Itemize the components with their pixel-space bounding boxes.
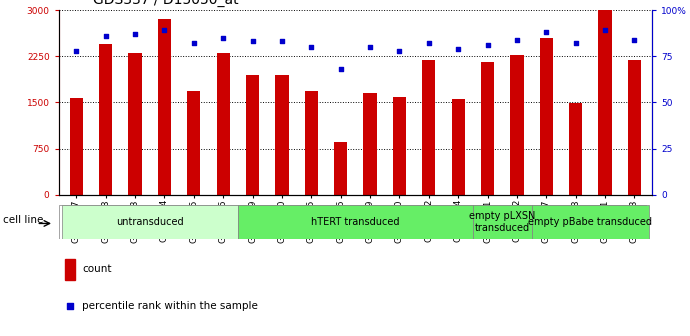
Text: hTERT transduced: hTERT transduced bbox=[311, 217, 400, 227]
Bar bbox=[598, 10, 611, 195]
Text: percentile rank within the sample: percentile rank within the sample bbox=[82, 301, 258, 311]
Bar bbox=[531, 205, 649, 239]
Bar bbox=[473, 205, 531, 239]
Bar bbox=[422, 60, 435, 195]
Point bbox=[71, 48, 82, 53]
Bar bbox=[481, 62, 494, 195]
Bar bbox=[65, 259, 75, 280]
Text: count: count bbox=[82, 264, 112, 274]
Point bbox=[64, 304, 75, 309]
Bar bbox=[628, 60, 641, 195]
Point bbox=[306, 44, 317, 50]
Point bbox=[423, 41, 434, 46]
Bar bbox=[128, 53, 141, 195]
Point bbox=[159, 28, 170, 33]
Bar bbox=[569, 103, 582, 195]
Point bbox=[511, 37, 522, 42]
Text: untransduced: untransduced bbox=[116, 217, 184, 227]
Bar bbox=[364, 93, 377, 195]
Point bbox=[188, 41, 199, 46]
Bar bbox=[217, 53, 230, 195]
Bar bbox=[246, 75, 259, 195]
Bar bbox=[61, 205, 238, 239]
Point bbox=[394, 48, 405, 53]
Point bbox=[100, 33, 111, 39]
Bar bbox=[540, 38, 553, 195]
Point bbox=[247, 39, 258, 44]
Point bbox=[629, 37, 640, 42]
Bar bbox=[70, 98, 83, 195]
Point bbox=[482, 43, 493, 48]
Point bbox=[453, 46, 464, 51]
Bar bbox=[393, 97, 406, 195]
Point bbox=[277, 39, 288, 44]
Text: cell line: cell line bbox=[3, 215, 43, 225]
Bar bbox=[187, 91, 200, 195]
Point bbox=[335, 67, 346, 72]
Bar bbox=[451, 99, 465, 195]
Point bbox=[570, 41, 581, 46]
Text: empty pBabe transduced: empty pBabe transduced bbox=[529, 217, 652, 227]
Point bbox=[541, 30, 552, 35]
Bar bbox=[238, 205, 473, 239]
Point bbox=[217, 35, 228, 40]
Bar bbox=[305, 91, 318, 195]
Bar bbox=[511, 55, 524, 195]
Point bbox=[364, 44, 375, 50]
Bar bbox=[334, 142, 347, 195]
Point bbox=[130, 32, 141, 37]
Bar bbox=[99, 44, 112, 195]
Point bbox=[600, 28, 611, 33]
Bar bbox=[158, 19, 171, 195]
Bar bbox=[275, 75, 288, 195]
Text: GDS337 / D15050_at: GDS337 / D15050_at bbox=[93, 0, 239, 7]
Text: empty pLXSN
transduced: empty pLXSN transduced bbox=[469, 211, 535, 233]
